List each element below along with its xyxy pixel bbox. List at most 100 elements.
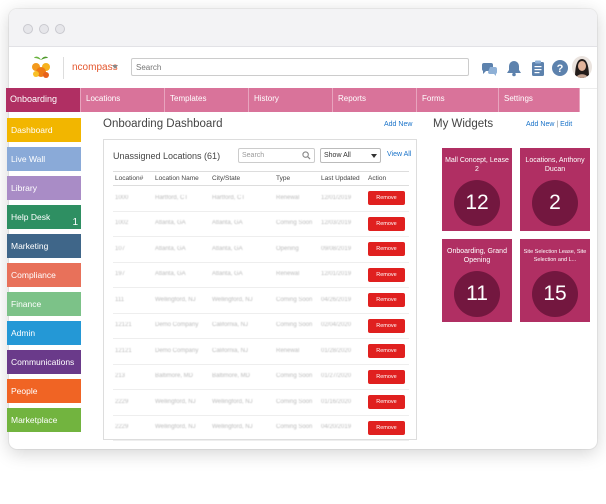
count-badge: 1 <box>72 217 78 228</box>
widget-card[interactable]: Site Selection Lease, Site Selection and… <box>520 239 590 322</box>
table-row[interactable]: 2229 Wellingford, NJ Wellingford, NJ Coming… <box>113 389 409 416</box>
search-icon[interactable] <box>302 151 311 160</box>
widget-count: 12 <box>454 180 500 226</box>
table-row[interactable]: 12121 Demo Company California, NJ Coming So… <box>113 313 409 339</box>
tab-onboarding[interactable]: Onboarding <box>6 88 81 112</box>
table-row[interactable]: 12121 Demo Company California, NJ Renewal 01… <box>113 338 409 365</box>
svg-text:?: ? <box>557 63 564 75</box>
cell-name: Wellingford, NJ <box>153 389 210 416</box>
panel-title: Unassigned Locations (61) <box>113 151 221 161</box>
edit-widgets-link[interactable]: Edit <box>560 121 573 128</box>
window-minimize-dot[interactable] <box>39 24 49 34</box>
table-row[interactable]: 2229 Wellingford, NJ Wellingford, NJ Coming… <box>113 415 409 441</box>
tab-locations[interactable]: Locations <box>81 88 165 112</box>
remove-button[interactable]: Remove <box>368 318 405 333</box>
table-row[interactable]: 107 Atlanta, GA Atlanta, GA Opening 09/08/20… <box>113 236 409 263</box>
remove-button[interactable]: Remove <box>368 395 405 410</box>
widget-label: Onboarding, Grand Opening <box>447 248 507 264</box>
tab-history[interactable]: History <box>249 88 333 112</box>
remove-button[interactable]: Remove <box>368 369 405 384</box>
remove-button[interactable]: Remove <box>368 344 405 359</box>
cell-type: Opening <box>274 236 319 263</box>
sidebar-item-label: Library <box>11 183 37 193</box>
cell-type: Coming Soon <box>274 313 319 339</box>
table-row[interactable]: 213 Baltimore, MD Baltimore, MD Coming Soon… <box>113 364 409 390</box>
sidebar-item-live-wall[interactable]: Live Wall <box>7 147 81 171</box>
window-close-dot[interactable] <box>23 24 33 34</box>
sidebar-item-help-desk[interactable]: Help Desk 1 <box>7 205 81 229</box>
my-widgets: My Widgets Add New | Edit Mall Concept, … <box>433 118 590 322</box>
cell-action: Remove <box>366 211 409 237</box>
user-avatar[interactable] <box>572 56 592 78</box>
cell-type: Coming Soon <box>274 287 319 314</box>
cell-id: 12121 <box>113 313 153 339</box>
filter-select-value: Show All <box>324 152 351 159</box>
page-title: Onboarding Dashboard <box>103 118 223 130</box>
tab-settings[interactable]: Settings <box>499 88 580 112</box>
sidebar-item-admin[interactable]: Admin <box>7 321 81 345</box>
chevron-down-icon[interactable] <box>112 65 118 69</box>
search-input[interactable] <box>131 58 469 76</box>
sidebar-item-finance[interactable]: Finance <box>7 292 81 316</box>
column-header-type[interactable]: Type <box>274 171 319 186</box>
column-header-location[interactable]: Location# <box>113 171 153 186</box>
remove-button[interactable]: Remove <box>368 293 405 308</box>
remove-button[interactable]: Remove <box>368 242 405 257</box>
sidebar-item-label: Marketplace <box>11 415 58 425</box>
sidebar-item-people[interactable]: People <box>7 379 81 403</box>
remove-button[interactable]: Remove <box>368 420 405 435</box>
column-header-action[interactable]: Action <box>366 171 409 186</box>
cell-name: Demo Company <box>153 338 210 365</box>
tab-templates[interactable]: Templates <box>165 88 249 112</box>
table-row[interactable]: 1002 Atlanta, GA Atlanta, GA Coming Soon 12/… <box>113 211 409 237</box>
table-row[interactable]: 111 Wellingford, NJ Wellingford, NJ Coming … <box>113 287 409 314</box>
panel-search-placeholder: Search <box>242 152 265 159</box>
column-header-location-name[interactable]: Location Name <box>153 171 210 186</box>
tab-reports[interactable]: Reports <box>333 88 417 112</box>
widget-count: 15 <box>532 271 578 317</box>
remove-button[interactable]: Remove <box>368 216 405 231</box>
widgets-actions: Add New | Edit <box>526 121 572 128</box>
cell-action: Remove <box>366 185 409 212</box>
table-row[interactable]: 197 Atlanta, GA Atlanta, GA Renewal 12/01/20… <box>113 262 409 288</box>
sidebar-item-library[interactable]: Library <box>7 176 81 200</box>
cell-type: Renewal <box>274 185 319 212</box>
cell-id: 213 <box>113 364 153 390</box>
sidebar-item-marketing[interactable]: Marketing <box>7 234 81 258</box>
add-new-widget-link[interactable]: Add New <box>526 121 555 128</box>
sidebar-item-communications[interactable]: Communications <box>7 350 81 374</box>
sidebar-item-dashboard[interactable]: Dashboard <box>7 118 81 142</box>
widget-card[interactable]: Onboarding, Grand Opening 11 <box>442 239 512 322</box>
cell-action: Remove <box>366 364 409 390</box>
dashboard-header: Onboarding Dashboard Add New <box>103 118 419 130</box>
clipboard-icon[interactable] <box>529 59 547 77</box>
orange-logo-icon[interactable] <box>29 55 53 81</box>
view-all-link[interactable]: View All <box>387 151 412 158</box>
brand-divider <box>63 57 64 79</box>
widget-card[interactable]: Mall Concept, Lease 2 12 <box>442 148 512 231</box>
remove-button[interactable]: Remove <box>368 191 405 206</box>
sidebar-item-compliance[interactable]: Compliance <box>7 263 81 287</box>
tab-forms[interactable]: Forms <box>417 88 499 112</box>
cell-action: Remove <box>366 415 409 441</box>
chat-icon[interactable] <box>480 59 498 77</box>
sidebar-item-marketplace[interactable]: Marketplace <box>7 408 81 432</box>
bell-icon[interactable] <box>505 59 523 77</box>
window-maximize-dot[interactable] <box>55 24 65 34</box>
cell-action: Remove <box>366 287 409 314</box>
panel-search-input[interactable]: Search <box>238 148 315 163</box>
cell-city: California, NJ <box>210 338 274 365</box>
column-header-city-state[interactable]: City/State <box>210 171 274 186</box>
add-new-location-link[interactable]: Add New <box>384 121 413 128</box>
window-titlebar <box>9 9 597 47</box>
remove-button[interactable]: Remove <box>368 267 405 282</box>
widget-card[interactable]: Locations, Anthony Ducan 2 <box>520 148 590 231</box>
cell-updated: 01/16/2020 <box>319 389 366 416</box>
help-icon[interactable]: ? <box>551 59 569 77</box>
brand-name[interactable]: ncompass <box>72 62 118 73</box>
cell-updated: 09/08/2019 <box>319 236 366 263</box>
cell-id: 2229 <box>113 389 153 416</box>
filter-select[interactable]: Show All <box>320 148 381 163</box>
table-row[interactable]: 1000 Hartford, CT Hartford, CT Renewal 12/01… <box>113 185 409 212</box>
column-header-last-updated[interactable]: Last Updated <box>319 171 366 186</box>
